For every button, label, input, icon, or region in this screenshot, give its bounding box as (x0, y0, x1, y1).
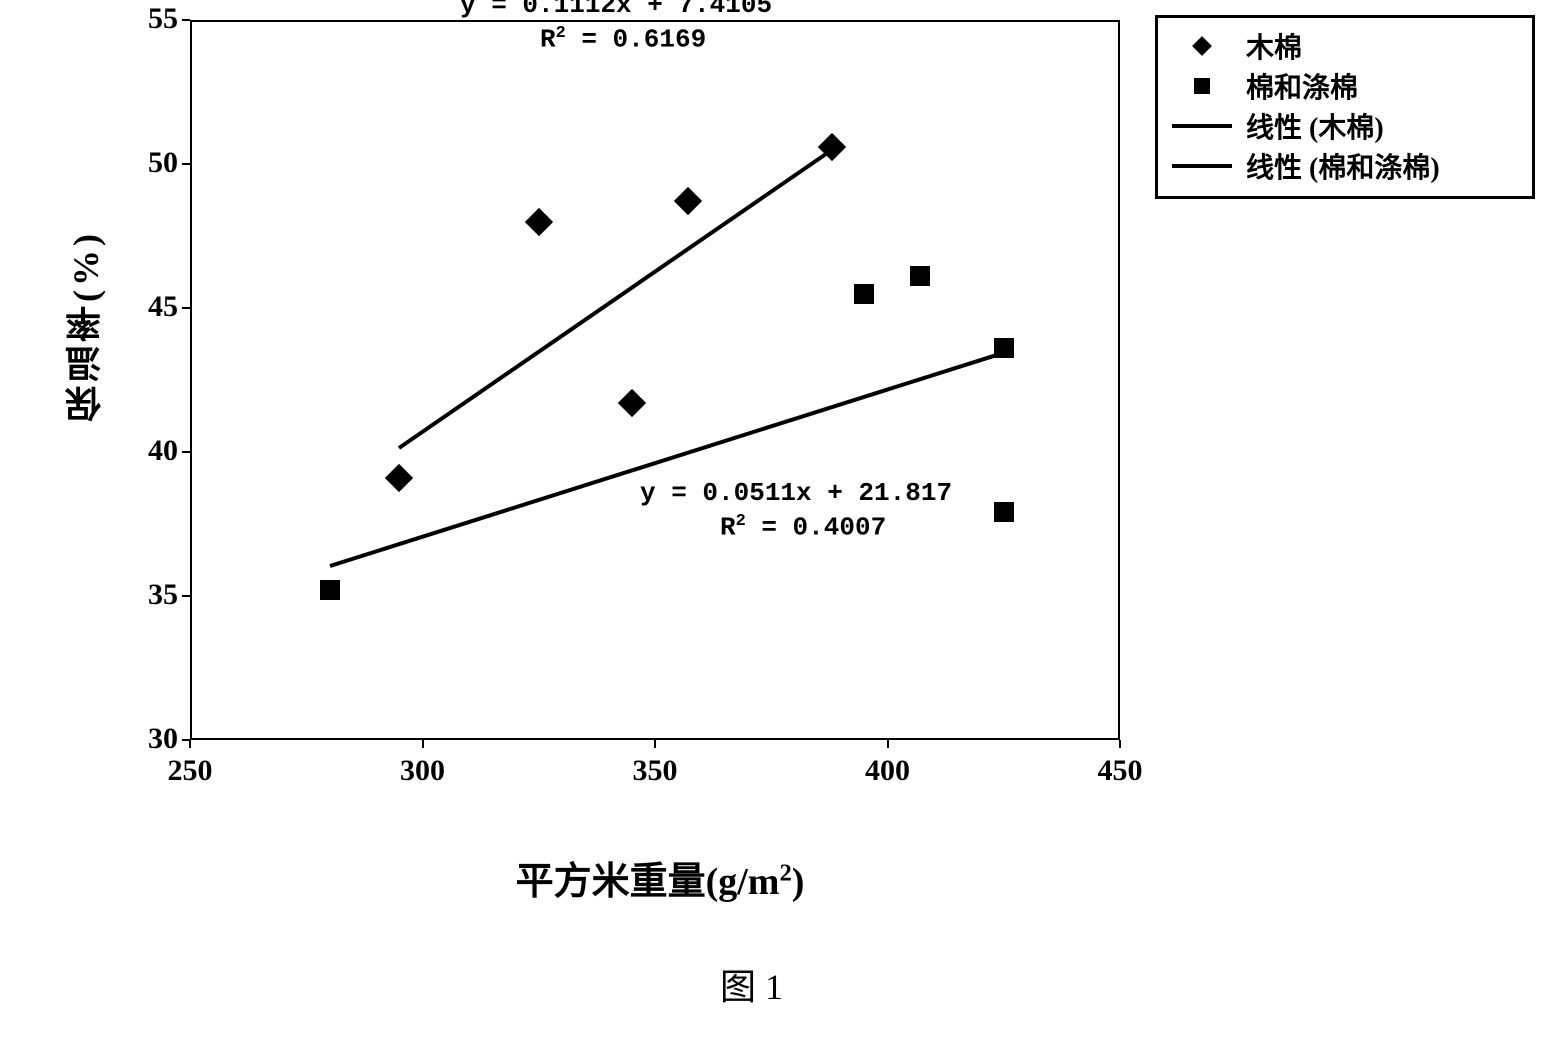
x-tick (1119, 740, 1121, 748)
x-tick (887, 740, 889, 748)
x-tick-label: 350 (615, 754, 695, 788)
data-point-s2 (910, 266, 930, 286)
legend-label: 棉和涤棉 (1246, 66, 1358, 106)
y-tick (182, 595, 190, 597)
x-tick-label: 300 (383, 754, 463, 788)
legend-item: 线性 (棉和涤棉) (1172, 146, 1518, 186)
x-tick-label: 250 (150, 754, 230, 788)
r2-annotation-s2: R2 = 0.4007 (720, 512, 886, 543)
equation-annotation-s1: y = 0.1112x + 7.4105 (460, 0, 772, 20)
y-tick-label: 35 (118, 578, 178, 612)
x-tick-label: 450 (1080, 754, 1160, 788)
legend-item: 棉和涤棉 (1172, 66, 1518, 106)
data-point-s2 (854, 284, 874, 304)
y-tick-label: 55 (118, 2, 178, 36)
y-tick (182, 451, 190, 453)
legend-diamond-icon (1172, 39, 1232, 53)
x-axis-label: 平方米重量(g/m2) (350, 850, 970, 905)
figure-caption: 图 1 (720, 958, 783, 1010)
legend-line-icon (1172, 124, 1232, 128)
y-tick-label: 30 (118, 722, 178, 756)
y-axis-label: 保温率(%) (60, 230, 112, 422)
data-point-s2 (320, 580, 340, 600)
x-tick (422, 740, 424, 748)
r2-annotation-s1: R2 = 0.6169 (540, 24, 706, 55)
y-tick-label: 45 (118, 290, 178, 324)
legend-label: 线性 (棉和涤棉) (1246, 146, 1440, 186)
legend-box: 木棉棉和涤棉线性 (木棉)线性 (棉和涤棉) (1155, 15, 1535, 199)
y-tick (182, 163, 190, 165)
legend-square-icon (1172, 78, 1232, 94)
y-tick (182, 307, 190, 309)
legend-line-icon (1172, 164, 1232, 168)
y-tick-label: 40 (118, 434, 178, 468)
chart-canvas: 保温率(%) 平方米重量(g/m2) 木棉棉和涤棉线性 (木棉)线性 (棉和涤棉… (0, 0, 1560, 1045)
legend-label: 线性 (木棉) (1246, 106, 1384, 146)
equation-annotation-s2: y = 0.0511x + 21.817 (640, 478, 952, 508)
x-tick-label: 400 (848, 754, 928, 788)
x-tick (654, 740, 656, 748)
legend-item: 木棉 (1172, 26, 1518, 66)
x-axis-label-text: 平方米重量(g/m2) (516, 861, 805, 903)
data-point-s2 (994, 502, 1014, 522)
y-tick-label: 50 (118, 146, 178, 180)
y-tick (182, 19, 190, 21)
x-tick (189, 740, 191, 748)
legend-label: 木棉 (1246, 26, 1302, 66)
plot-area (190, 20, 1120, 740)
legend-item: 线性 (木棉) (1172, 106, 1518, 146)
